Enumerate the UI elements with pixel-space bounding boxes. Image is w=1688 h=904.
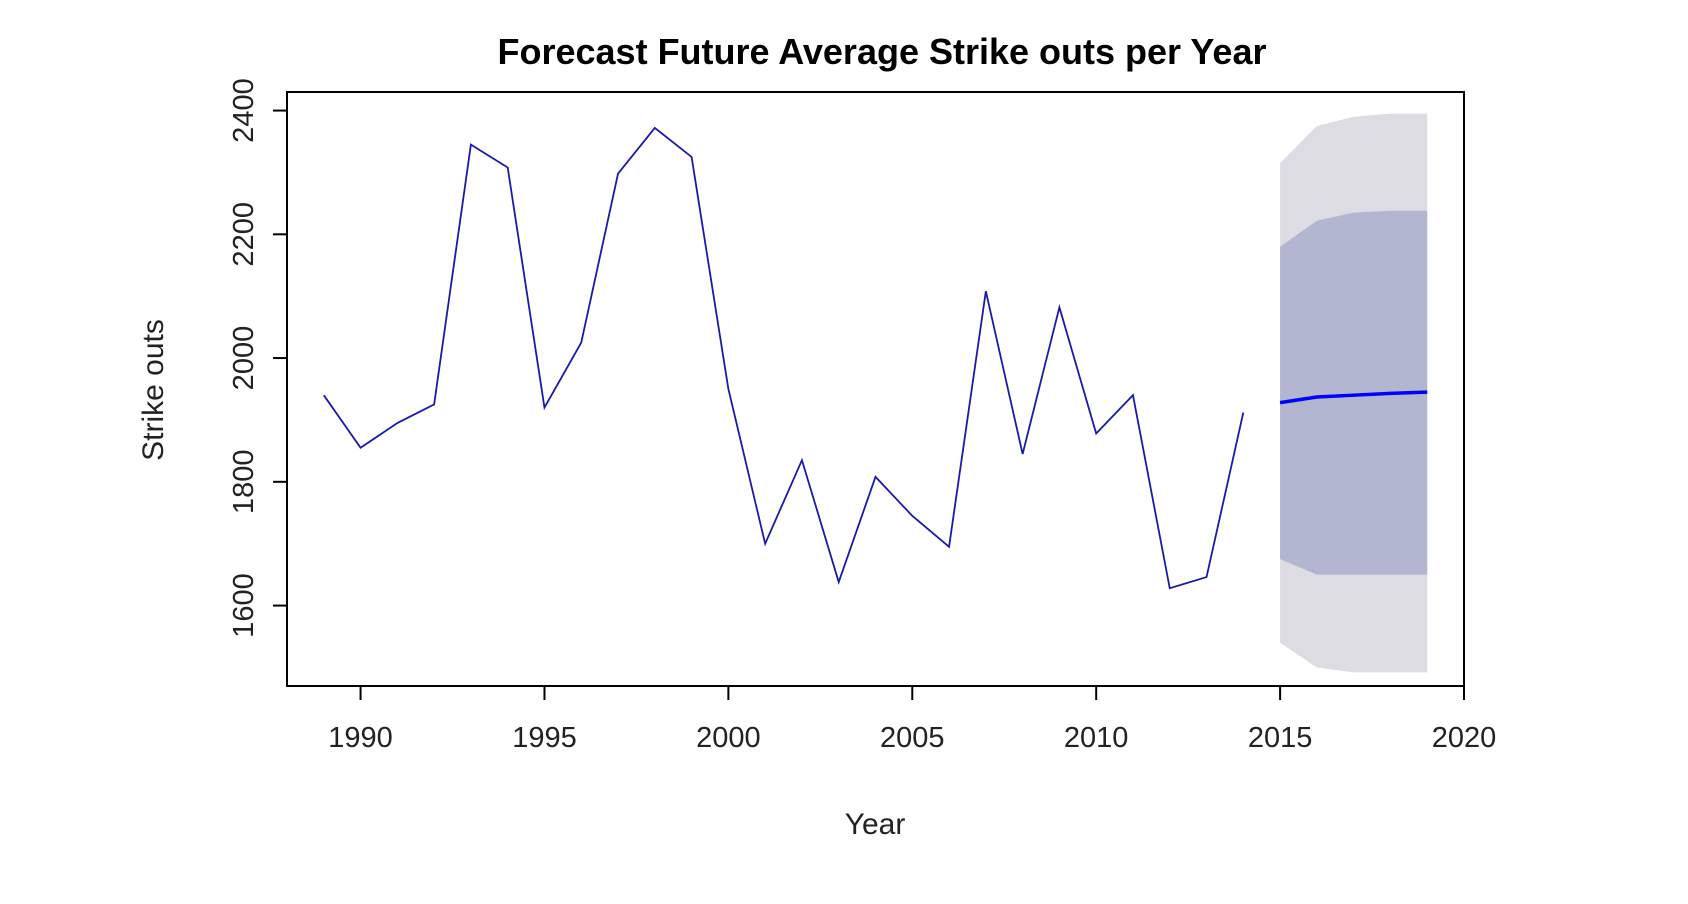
band-80 xyxy=(1280,210,1428,575)
x-tick-label: 2010 xyxy=(1064,722,1129,754)
y-axis-label: Strike outs xyxy=(137,319,170,461)
x-tick-label: 1990 xyxy=(328,722,393,754)
y-tick-label: 2400 xyxy=(228,78,260,143)
x-tick-label: 2000 xyxy=(696,722,761,754)
series-lines xyxy=(323,126,1428,590)
y-axis: 1600 1800 2000 2200 2400 xyxy=(228,78,288,638)
prediction-intervals xyxy=(1280,113,1428,673)
y-tick-label: 2200 xyxy=(228,202,260,267)
x-axis-label: Year xyxy=(845,808,906,841)
observed-line xyxy=(323,126,1245,590)
x-axis: 1990 1995 2000 2005 2010 2015 2020 xyxy=(328,685,1497,754)
x-tick-label: 2005 xyxy=(880,722,945,754)
x-tick-label: 2020 xyxy=(1432,722,1497,754)
chart-title: Forecast Future Average Strike outs per … xyxy=(498,31,1267,72)
y-tick-label: 2000 xyxy=(228,326,260,391)
forecast-line xyxy=(1279,390,1428,405)
y-tick-label: 1600 xyxy=(228,573,260,638)
y-tick-label: 1800 xyxy=(228,450,260,515)
x-tick-label: 2015 xyxy=(1248,722,1313,754)
x-tick-label: 1995 xyxy=(512,722,577,754)
